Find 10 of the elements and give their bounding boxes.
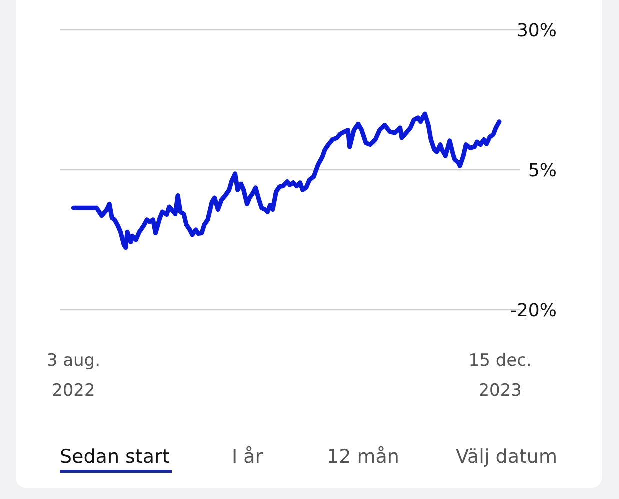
x-tick-label: 15 dec. 2023 <box>468 351 532 401</box>
y-tick-label: 30% <box>516 20 557 42</box>
text: Välj datum <box>456 446 558 468</box>
line-series <box>71 112 502 250</box>
text: 12 mån <box>327 446 400 468</box>
text: I år <box>232 446 264 468</box>
y-tick-label: -20% <box>510 300 557 322</box>
x-tick-label: 3 aug. 2022 <box>46 351 100 401</box>
text: Sedan start <box>60 446 170 468</box>
y-tick-label: 5% <box>528 160 557 182</box>
